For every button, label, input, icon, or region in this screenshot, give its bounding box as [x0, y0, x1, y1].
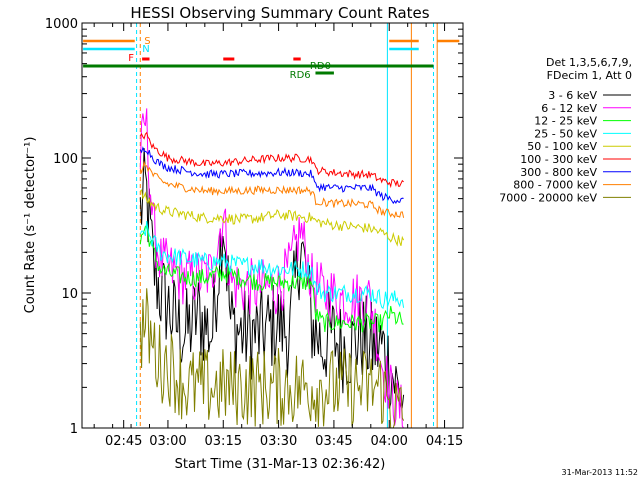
legend-label-7: 800 - 7000 keV	[513, 179, 597, 192]
series-line-6	[139, 146, 404, 205]
series-line-4	[139, 189, 405, 247]
x-tick-label: 02:45	[105, 434, 142, 449]
series-line-7	[139, 160, 405, 219]
chart-title: HESSI Observing Summary Count Rates	[130, 4, 429, 22]
flare-flag-label: F	[128, 53, 134, 64]
x-tick-label: 04:15	[426, 434, 463, 449]
legend-label-0: 3 - 6 keV	[548, 89, 597, 102]
timestamp: 31-Mar-2013 11:52	[562, 468, 639, 477]
y-axis-label: Count Rate (s⁻¹ detector⁻¹)	[23, 137, 38, 314]
legend-label-2: 12 - 25 keV	[534, 115, 597, 128]
x-tick-label: 03:00	[149, 434, 186, 449]
rd0-flag-label: RD0	[310, 61, 331, 72]
y-tick-label: 1	[70, 422, 78, 437]
legend-label-4: 50 - 100 keV	[527, 140, 597, 153]
saa-flag-label: S	[144, 36, 150, 47]
axis-ticks: 1 10 100 1000 02:45 03:00 03:15 03:30 03:45 04:00…	[45, 17, 463, 449]
y-tick-label: 10	[61, 287, 78, 302]
series-line-5	[139, 131, 404, 189]
legend-header-line-2: FDecim 1, Att 0	[547, 69, 632, 82]
x-tick-label: 03:30	[260, 434, 297, 449]
legend-label-8: 7000 - 20000 keV	[499, 191, 597, 204]
y-tick-label: 100	[53, 152, 78, 167]
legend-label-1: 6 - 12 keV	[541, 102, 597, 115]
y-tick-label: 1000	[45, 17, 78, 32]
series-line-8	[139, 288, 405, 429]
series-line-3	[139, 221, 405, 310]
plot-frame	[81, 22, 464, 429]
legend-label-6: 300 - 800 keV	[520, 166, 597, 179]
x-tick-label: 04:00	[370, 434, 407, 449]
legend-label-3: 25 - 50 keV	[534, 127, 597, 140]
x-tick-label: 03:45	[315, 434, 352, 449]
legend-header-line-1: Det 1,3,5,6,7,9,	[546, 56, 632, 69]
night-flag-label: N	[142, 44, 149, 55]
x-axis-label: Start Time (31-Mar-13 02:36:42)	[175, 457, 386, 472]
x-tick-label: 03:15	[205, 434, 242, 449]
legend-label-5: 100 - 300 keV	[520, 153, 597, 166]
series-line-2	[139, 224, 404, 333]
rd6-flag-label: RD6	[290, 70, 311, 81]
